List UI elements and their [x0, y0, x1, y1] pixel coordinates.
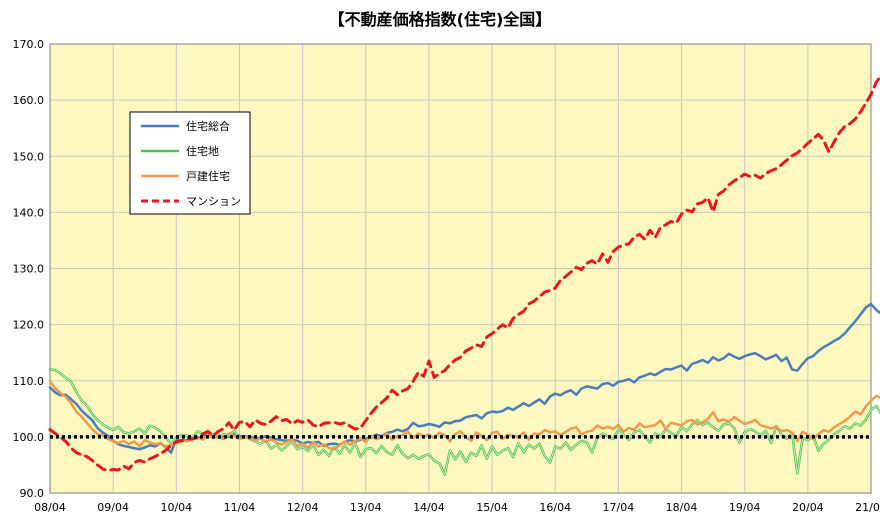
legend-label: 住宅地	[186, 144, 219, 158]
series-line-マンション	[48, 74, 880, 473]
y-tick-label: 140.0	[13, 206, 45, 219]
x-tick-label: 15/04	[476, 501, 508, 514]
legend-box	[129, 111, 251, 215]
plot-border	[49, 43, 872, 494]
x-tick-label: 16/04	[539, 501, 571, 514]
y-tick-label: 120.0	[13, 319, 45, 332]
legend-label: 戸建住宅	[186, 169, 230, 183]
x-tick-label: 09/04	[97, 501, 129, 514]
x-tick-label: 08/04	[34, 501, 66, 514]
y-tick-label: 160.0	[13, 94, 45, 107]
x-tick-label: 17/04	[603, 501, 635, 514]
y-tick-label: 90.0	[20, 487, 45, 500]
x-tick-label: 20/04	[792, 501, 824, 514]
x-tick-label: 19/04	[729, 501, 761, 514]
x-tick-label: 18/04	[666, 501, 698, 514]
x-tick-label: 11/04	[224, 501, 256, 514]
y-tick-label: 130.0	[13, 263, 45, 276]
legend-label: 住宅総合	[186, 119, 230, 133]
y-tick-label: 170.0	[13, 38, 45, 51]
x-tick-label: 21/04	[855, 501, 880, 514]
x-tick-label: 13/04	[350, 501, 382, 514]
x-tick-label: 10/04	[160, 501, 192, 514]
chart-title: 【不動産価格指数(住宅)全国】	[328, 10, 552, 29]
y-tick-label: 110.0	[13, 375, 45, 388]
x-tick-label: 14/04	[413, 501, 445, 514]
y-tick-label: 150.0	[13, 150, 45, 163]
legend-label: マンション	[186, 195, 241, 208]
x-tick-label: 12/04	[287, 501, 319, 514]
y-tick-label: 100.0	[13, 431, 45, 444]
